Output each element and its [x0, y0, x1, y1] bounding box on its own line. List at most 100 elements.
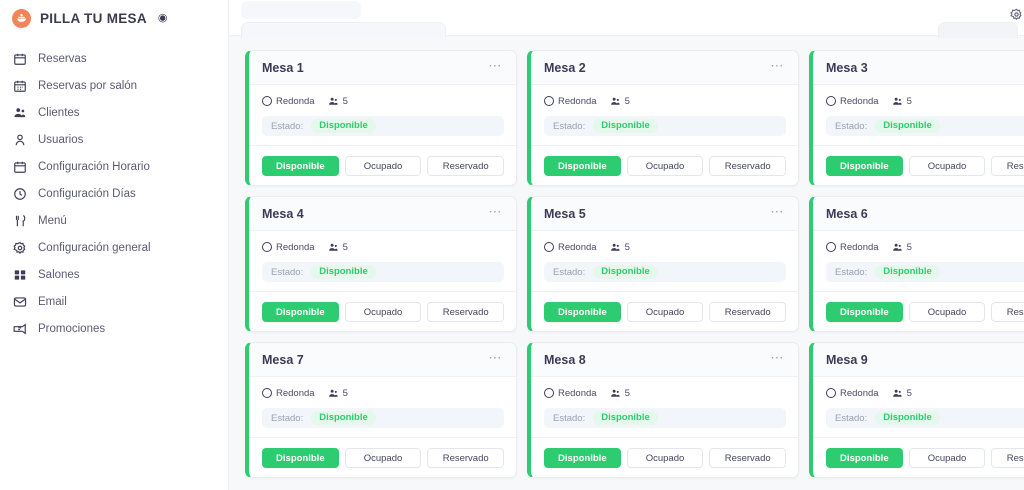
status-button-ocupado[interactable]: Ocupado — [344, 302, 422, 322]
sidebar-item-clientes[interactable]: Clientes — [0, 99, 228, 126]
table-title: Mesa 8 — [544, 352, 586, 367]
status-button-disponible[interactable]: Disponible — [826, 302, 903, 322]
table-card[interactable]: Mesa 9⋯Redonda5Estado:DisponibleDisponib… — [809, 342, 1024, 478]
table-card[interactable]: Mesa 3⋯Redonda5Estado:DisponibleDisponib… — [809, 50, 1024, 186]
status-button-reservado[interactable]: Reservado — [427, 448, 505, 468]
status-button-disponible[interactable]: Disponible — [544, 302, 621, 322]
table-card-body: Redonda 5 Estado: Disponible — [531, 85, 798, 136]
status-button-ocupado[interactable]: Ocupado — [908, 302, 986, 322]
sidebar-item-label: Promociones — [38, 322, 106, 335]
status-button-disponible[interactable]: Disponible — [262, 156, 339, 176]
sidebar-item-promociones[interactable]: Promociones — [0, 315, 228, 342]
sidebar-item-configuracion-general[interactable]: Configuración general — [0, 234, 228, 261]
table-card[interactable]: Mesa 7 ⋯ Redonda 5 Estado: Disponible Disponib… — [245, 342, 517, 478]
table-shape: Redonda — [544, 96, 597, 107]
table-card[interactable]: Mesa 4 ⋯ Redonda 5 Estado: Disponible Disponib… — [245, 196, 517, 332]
status-badge: Disponible — [311, 411, 376, 425]
clock-icon — [12, 186, 27, 201]
status-badge: Disponible — [311, 265, 376, 279]
sidebar-item-configuracion-horario[interactable]: Configuración Horario — [0, 153, 228, 180]
table-shape-label: Redonda — [558, 95, 597, 107]
status-button-ocupado[interactable]: Ocupado — [626, 448, 704, 468]
sidebar-item-menu[interactable]: Menú — [0, 207, 228, 234]
status-button-disponible[interactable]: Disponible — [262, 448, 339, 468]
status-button-disponible[interactable]: Disponible — [262, 302, 339, 322]
status-button-reservado[interactable]: Reservado — [991, 156, 1024, 176]
table-shape-label: Redonda — [840, 95, 879, 107]
table-card-body: Redonda 5 Estado: Disponible — [531, 231, 798, 282]
filter-tab-placeholder[interactable] — [241, 22, 446, 38]
ellipsis-icon[interactable]: ⋯ — [770, 350, 784, 365]
page-title-placeholder — [241, 1, 361, 19]
status-badge: Disponible — [875, 411, 940, 425]
gear-icon[interactable] — [1010, 8, 1024, 22]
status-button-ocupado[interactable]: Ocupado — [908, 448, 986, 468]
status-button-ocupado[interactable]: Ocupado — [626, 302, 704, 322]
action-tab-placeholder[interactable] — [938, 22, 1018, 38]
status-button-reservado[interactable]: Reservado — [427, 156, 505, 176]
table-shape-label: Redonda — [276, 95, 315, 107]
sidebar-item-usuarios[interactable]: Usuarios — [0, 126, 228, 153]
status-label: Estado: — [553, 120, 586, 132]
table-card-body: Redonda 5 Estado: Disponible — [531, 377, 798, 428]
status-button-ocupado[interactable]: Ocupado — [344, 156, 422, 176]
table-card[interactable]: Mesa 6⋯Redonda5Estado:DisponibleDisponib… — [809, 196, 1024, 332]
sidebar-item-salones[interactable]: Salones — [0, 261, 228, 288]
brand[interactable]: PILLA TU MESA ◉ — [0, 3, 228, 33]
table-shape: Redonda — [826, 96, 879, 107]
status-label: Estado: — [271, 412, 304, 424]
ellipsis-icon[interactable]: ⋯ — [488, 204, 502, 219]
sidebar-item-email[interactable]: Email — [0, 288, 228, 315]
tables-grid: Mesa 1 ⋯ Redonda 5 Estado: Disponible Disponib… — [229, 36, 1024, 478]
status-button-ocupado[interactable]: Ocupado — [626, 156, 704, 176]
table-card-header: Mesa 9⋯ — [813, 343, 1024, 377]
status-badge: Disponible — [875, 265, 940, 279]
status-button-reservado[interactable]: Reservado — [709, 156, 787, 176]
status-button-reservado[interactable]: Reservado — [709, 302, 787, 322]
status-button-disponible[interactable]: Disponible — [826, 156, 903, 176]
table-card[interactable]: Mesa 5 ⋯ Redonda 5 Estado: Disponible Disponib… — [527, 196, 799, 332]
table-shape-label: Redonda — [840, 387, 879, 399]
table-card[interactable]: Mesa 2 ⋯ Redonda 5 Estado: Disponible Disponib… — [527, 50, 799, 186]
ellipsis-icon[interactable]: ⋯ — [488, 350, 502, 365]
table-title: Mesa 2 — [544, 60, 586, 75]
sidebar-item-reservas-por-salon[interactable]: Reservas por salón — [0, 72, 228, 99]
status-button-reservado[interactable]: Reservado — [427, 302, 505, 322]
status-button-ocupado[interactable]: Ocupado — [908, 156, 986, 176]
circle-table-icon — [826, 242, 836, 252]
people-icon — [892, 242, 903, 253]
people-icon — [892, 96, 903, 107]
status-button-disponible[interactable]: Disponible — [544, 156, 621, 176]
table-card[interactable]: Mesa 1 ⋯ Redonda 5 Estado: Disponible Disponib… — [245, 50, 517, 186]
table-card-body: Redonda 5 Estado: Disponible — [813, 377, 1024, 428]
sidebar-item-label: Usuarios — [38, 133, 84, 146]
table-capacity: 5 — [892, 96, 912, 107]
status-button-reservado[interactable]: Reservado — [991, 448, 1024, 468]
sidebar-nav: Reservas Reservas por salón Clientes Usu… — [0, 45, 228, 342]
table-shape: Redonda — [544, 388, 597, 399]
table-card[interactable]: Mesa 8 ⋯ Redonda 5 Estado: Disponible Disponib… — [527, 342, 799, 478]
table-status-row: Estado: Disponible — [544, 116, 786, 136]
table-capacity: 5 — [892, 242, 912, 253]
table-capacity-value: 5 — [906, 95, 912, 107]
status-button-reservado[interactable]: Reservado — [709, 448, 787, 468]
people-icon — [610, 96, 621, 107]
ellipsis-icon[interactable]: ⋯ — [770, 58, 784, 73]
status-button-ocupado[interactable]: Ocupado — [344, 448, 422, 468]
status-label: Estado: — [553, 266, 586, 278]
sidebar-item-configuracion-dias[interactable]: Configuración Días — [0, 180, 228, 207]
status-button-disponible[interactable]: Disponible — [544, 448, 621, 468]
user-icon — [12, 132, 27, 147]
status-button-disponible[interactable]: Disponible — [826, 448, 903, 468]
sidebar-item-reservas[interactable]: Reservas — [0, 45, 228, 72]
table-capacity-value: 5 — [624, 241, 630, 253]
ellipsis-icon[interactable]: ⋯ — [770, 204, 784, 219]
people-icon — [328, 96, 339, 107]
ellipsis-icon[interactable]: ⋯ — [488, 58, 502, 73]
table-meta: Redonda 5 — [544, 385, 786, 401]
status-button-reservado[interactable]: Reservado — [991, 302, 1024, 322]
